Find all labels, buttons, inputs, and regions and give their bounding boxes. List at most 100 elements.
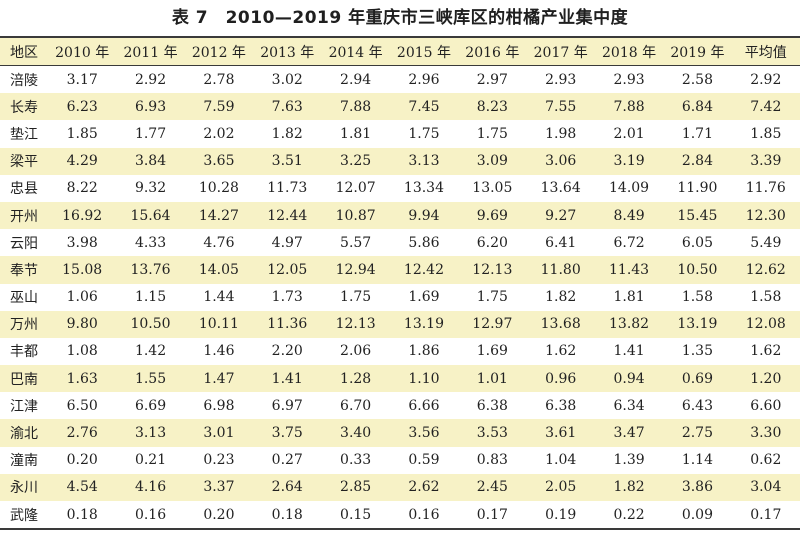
value-cell: 4.97 <box>271 234 303 251</box>
value-cell: 3.09 <box>476 153 508 170</box>
average-cell: 3.04 <box>750 479 782 496</box>
value-cell: 0.83 <box>476 452 508 469</box>
value-cell: 14.27 <box>198 207 239 224</box>
value-cell: 1.28 <box>340 370 372 387</box>
value-cell: 11.73 <box>267 180 308 197</box>
header-year: 2011 年 <box>123 44 178 61</box>
value-cell: 2.62 <box>408 479 440 496</box>
value-cell: 7.45 <box>408 98 440 115</box>
value-cell: 0.19 <box>545 506 577 523</box>
value-cell: 7.63 <box>271 98 303 115</box>
value-cell: 1.15 <box>134 289 167 306</box>
value-cell: 13.76 <box>130 261 171 278</box>
value-cell: 1.14 <box>681 452 713 469</box>
value-cell: 3.47 <box>613 425 645 442</box>
value-cell: 2.58 <box>681 71 713 88</box>
value-cell: 1.39 <box>613 452 645 469</box>
average-cell: 1.62 <box>750 343 782 360</box>
region-cell: 丰都 <box>10 344 38 361</box>
value-cell: 12.42 <box>403 261 445 278</box>
average-cell: 7.42 <box>750 98 782 115</box>
value-cell: 8.22 <box>66 180 98 197</box>
value-cell: 0.22 <box>613 506 645 523</box>
table-row: 开州 16.92 15.64 14.27 12.44 10.87 9.94 9.69 9.27 8… <box>0 201 800 230</box>
value-cell: 6.38 <box>545 397 577 414</box>
region-cell: 巫山 <box>10 290 38 307</box>
table-row: 长寿 6.23 6.93 7.59 7.63 7.88 7.45 8.23 7.55 7.88 6.… <box>0 93 800 121</box>
value-cell: 2.05 <box>545 479 577 496</box>
value-cell: 3.25 <box>340 153 372 170</box>
value-cell: 1.71 <box>681 125 713 142</box>
value-cell: 1.98 <box>545 125 577 142</box>
value-cell: 12.13 <box>472 261 513 278</box>
value-cell: 9.80 <box>66 316 98 333</box>
header-year: 2017 年 <box>533 44 588 61</box>
table-row: 巴南 1.63 1.55 1.47 1.41 1.28 1.10 1.01 0.96 0.94 0.… <box>0 365 800 393</box>
value-cell: 6.43 <box>681 397 713 414</box>
value-cell: 6.05 <box>681 234 713 251</box>
header-year: 2013 年 <box>260 44 315 61</box>
value-cell: 11.43 <box>609 261 650 278</box>
value-cell: 1.06 <box>66 289 98 306</box>
value-cell: 2.97 <box>476 71 508 88</box>
value-cell: 15.08 <box>62 261 103 278</box>
value-cell: 2.93 <box>545 71 577 88</box>
value-cell: 7.55 <box>545 98 577 115</box>
value-cell: 6.97 <box>271 397 303 414</box>
average-cell: 11.76 <box>745 180 786 197</box>
value-cell: 12.94 <box>335 261 376 278</box>
value-cell: 1.44 <box>203 289 235 306</box>
value-cell: 1.73 <box>271 289 303 306</box>
value-cell: 0.59 <box>408 452 440 469</box>
average-cell: 6.60 <box>750 397 782 414</box>
table-row: 垫江 1.85 1.77 2.02 1.82 1.81 1.75 1.75 1.98 2.01 1.… <box>0 120 800 147</box>
table-row: 丰都 1.08 1.42 1.46 2.20 2.06 1.86 1.69 1.62 1.41 1.… <box>0 338 800 365</box>
value-cell: 1.75 <box>476 289 508 306</box>
value-cell: 11.90 <box>677 180 718 197</box>
value-cell: 10.28 <box>198 180 239 197</box>
region-cell: 长寿 <box>10 99 38 116</box>
region-cell: 武隆 <box>10 507 38 524</box>
value-cell: 9.27 <box>545 207 577 224</box>
value-cell: 16.92 <box>62 207 103 224</box>
value-cell: 3.19 <box>613 153 645 170</box>
value-cell: 2.85 <box>340 479 372 496</box>
value-cell: 1.62 <box>545 343 577 360</box>
value-cell: 9.32 <box>134 180 167 197</box>
value-cell: 12.44 <box>267 207 308 224</box>
value-cell: 4.33 <box>134 234 167 251</box>
average-cell: 0.62 <box>750 452 782 469</box>
value-cell: 4.16 <box>134 479 167 496</box>
value-cell: 4.54 <box>66 479 98 496</box>
value-cell: 1.58 <box>681 289 713 306</box>
value-cell: 13.82 <box>609 316 650 333</box>
region-cell: 梁平 <box>10 154 38 171</box>
region-cell: 开州 <box>10 208 38 225</box>
value-cell: 13.19 <box>403 316 445 333</box>
value-cell: 0.27 <box>271 452 303 469</box>
value-cell: 0.96 <box>545 370 577 387</box>
value-cell: 2.45 <box>476 479 508 496</box>
value-cell: 1.75 <box>476 125 508 142</box>
value-cell: 14.05 <box>198 261 239 278</box>
average-cell: 12.08 <box>745 316 786 333</box>
table-row: 云阳 3.98 4.33 4.76 4.97 5.57 5.86 6.20 6.41 6.72 6.… <box>0 229 800 256</box>
region-cell: 涪陵 <box>10 72 38 89</box>
value-cell: 1.55 <box>134 370 167 387</box>
average-cell: 0.17 <box>750 506 782 523</box>
region-cell: 奉节 <box>10 262 38 279</box>
value-cell: 5.86 <box>408 234 440 251</box>
value-cell: 1.86 <box>408 343 440 360</box>
value-cell: 0.20 <box>203 506 235 523</box>
value-cell: 3.56 <box>408 425 440 442</box>
value-cell: 6.50 <box>66 397 98 414</box>
table-row: 巫山 1.06 1.15 1.44 1.73 1.75 1.69 1.75 1.82 1.81 1.… <box>0 284 800 311</box>
value-cell: 10.50 <box>130 316 171 333</box>
value-cell: 1.81 <box>340 125 372 142</box>
value-cell: 2.20 <box>271 343 303 360</box>
value-cell: 3.13 <box>134 425 167 442</box>
value-cell: 6.38 <box>476 397 508 414</box>
value-cell: 1.10 <box>408 370 440 387</box>
value-cell: 1.82 <box>271 125 303 142</box>
value-cell: 1.08 <box>66 343 98 360</box>
